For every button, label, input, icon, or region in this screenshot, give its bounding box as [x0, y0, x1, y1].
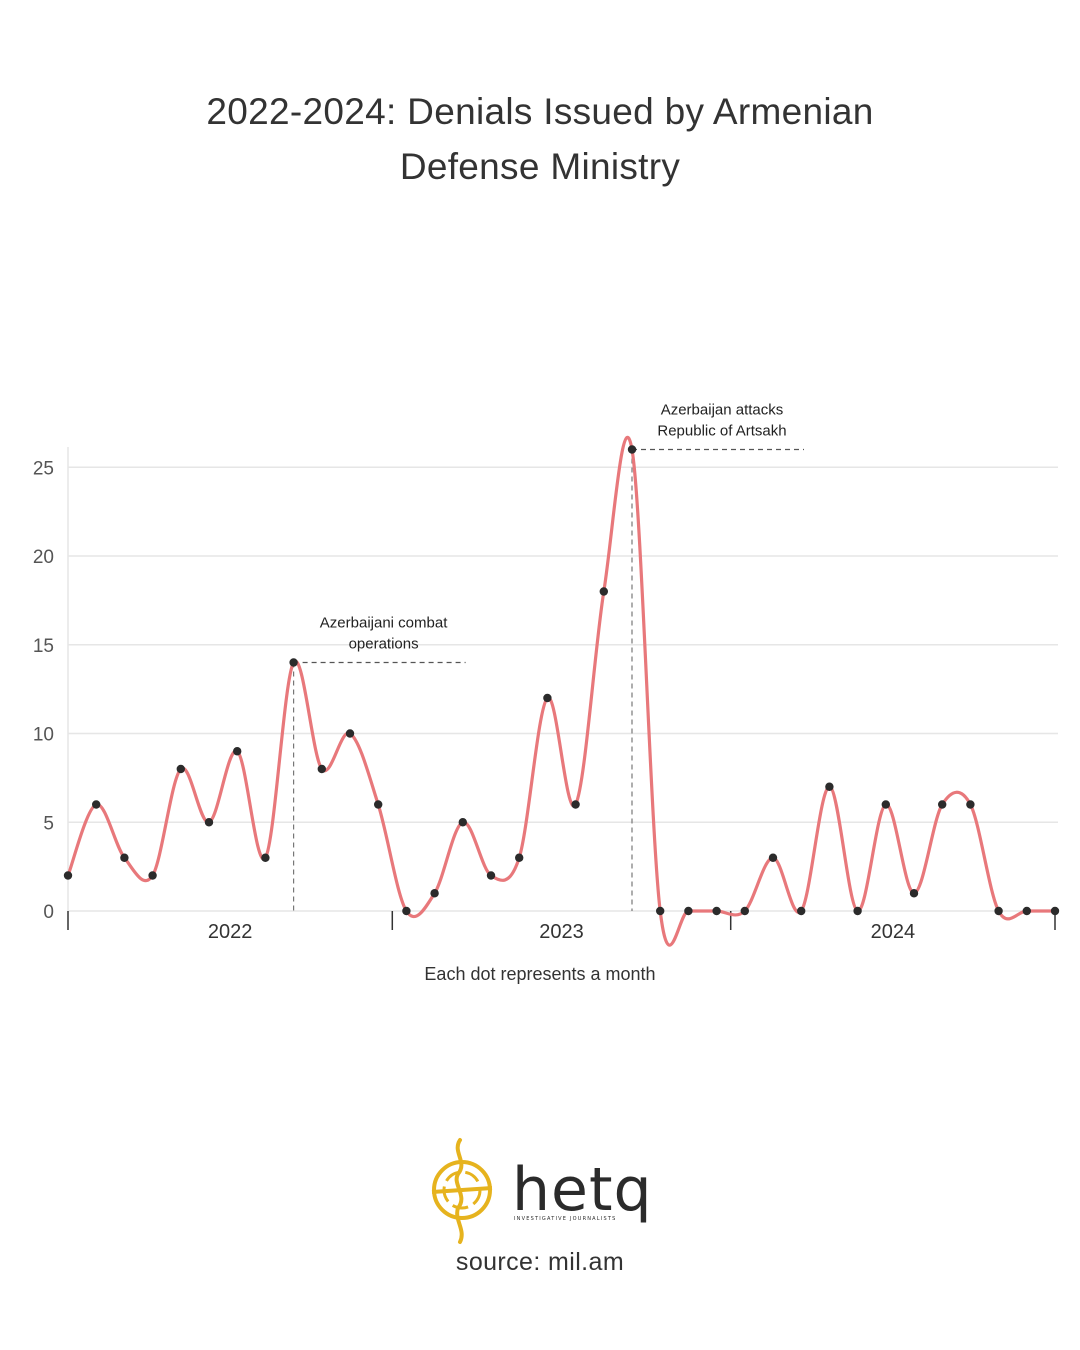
data-point-22 [684, 906, 693, 916]
x-year-label-2024: 2024 [871, 921, 916, 943]
data-point-20 [627, 445, 637, 454]
data-point-30 [909, 889, 919, 898]
data-point-16 [515, 853, 524, 862]
data-point-11 [374, 800, 383, 809]
grid-lines: 0 5 10 15 20 25 [33, 458, 1058, 923]
data-point-5 [204, 818, 214, 827]
data-point-17 [543, 693, 552, 703]
series-line [66, 436, 1057, 947]
data-points [63, 445, 1060, 916]
axes: 2022 2023 2024 [67, 447, 1058, 943]
data-point-25 [768, 853, 778, 862]
data-point-3 [148, 871, 157, 880]
data-point-34 [1022, 906, 1031, 916]
x-axis-label: Each dot represents a month [424, 964, 655, 984]
chart-title: 2022-2024: Denials Issued by Armenian De… [206, 91, 874, 187]
data-point-32 [966, 800, 975, 809]
annotation-label-1-line1: Azerbaijan attacks [661, 402, 784, 419]
data-point-24 [740, 906, 749, 916]
data-point-23 [712, 906, 721, 916]
data-point-9 [317, 764, 326, 774]
data-point-1 [92, 800, 101, 809]
x-year-label-2023: 2023 [539, 921, 584, 943]
logo-tagline: INVESTIGATIVE JOURNALISTS [514, 1216, 616, 1222]
data-point-2 [120, 853, 129, 862]
data-point-33 [994, 906, 1003, 916]
data-point-8 [289, 658, 298, 667]
data-point-35 [1050, 906, 1060, 916]
data-point-19 [599, 587, 608, 596]
data-point-10 [345, 729, 355, 738]
y-tick-label-15: 15 [33, 636, 54, 657]
y-tick-label-5: 5 [43, 813, 54, 834]
x-year-label-2022: 2022 [208, 921, 253, 943]
logo-wordmark: hetq [512, 1155, 653, 1225]
data-point-6 [233, 747, 242, 756]
data-point-15 [486, 871, 496, 880]
data-point-31 [938, 800, 947, 809]
data-point-21 [656, 906, 665, 916]
data-point-12 [402, 906, 411, 916]
annotation-label-1-line2: Republic of Artsakh [657, 423, 786, 440]
hetq-logo: hetq INVESTIGATIVE JOURNALISTS [431, 1138, 653, 1244]
y-tick-label-10: 10 [33, 725, 54, 746]
annotations: Azerbaijani combat operations Azerbaijan a… [293, 402, 804, 911]
data-point-29 [881, 800, 890, 809]
data-point-27 [825, 782, 834, 791]
hetq-emblem-icon [431, 1138, 493, 1244]
data-point-26 [797, 906, 806, 916]
data-point-14 [458, 818, 467, 827]
y-tick-label-25: 25 [33, 458, 54, 479]
annotation-label-0-line1: Azerbaijani combat [320, 615, 448, 632]
y-tick-label-20: 20 [33, 547, 54, 568]
y-tick-label-0: 0 [43, 902, 54, 923]
data-point-13 [430, 889, 439, 898]
data-point-28 [853, 906, 862, 916]
data-point-4 [176, 764, 185, 774]
data-point-0 [63, 871, 73, 880]
source-note: source: mil.am [455, 1248, 625, 1276]
data-point-18 [571, 800, 580, 809]
series-path [66, 436, 1057, 947]
data-point-7 [261, 853, 270, 862]
annotation-label-0-line2: operations [349, 636, 419, 653]
